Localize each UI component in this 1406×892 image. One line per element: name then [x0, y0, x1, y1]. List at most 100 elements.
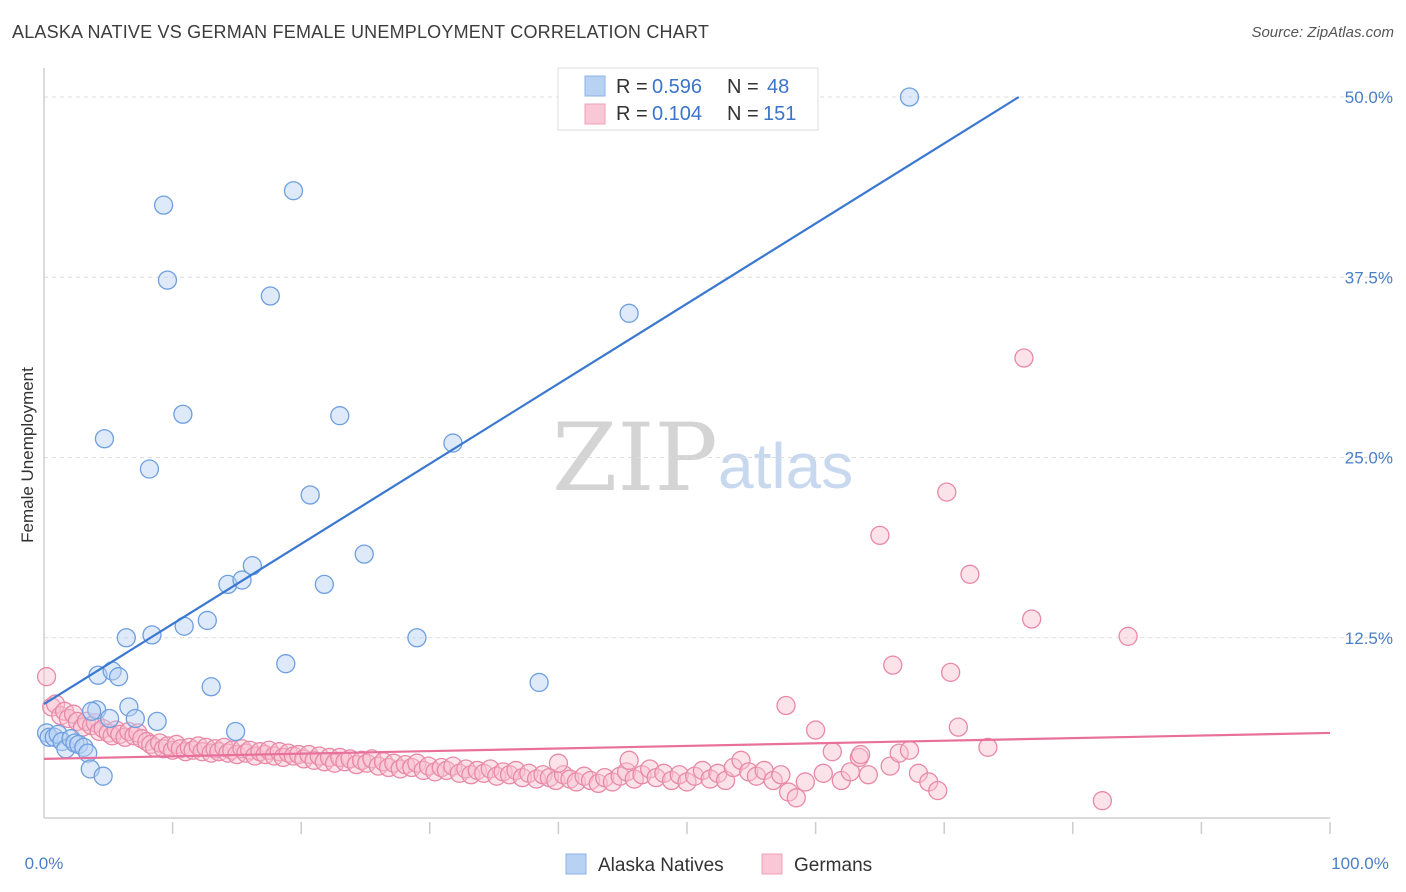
alaska-point [899, 87, 920, 107]
alaska-point [314, 574, 334, 595]
watermark-atlas: atlas [718, 430, 853, 502]
alaska-point [94, 429, 115, 449]
alaska-point [242, 556, 262, 576]
legend-n-value-alaska: 48 [767, 76, 789, 98]
y-tick-labels: 12.5% 25.0% 37.5% 50.0% [1345, 88, 1393, 648]
x-tick-label-max: 100.0% [1331, 854, 1389, 873]
germans-point [786, 788, 806, 808]
germans-point [309, 746, 329, 766]
legend-n-value-germans: 151 [763, 103, 796, 125]
germans-point [669, 765, 689, 785]
alaska-point [354, 544, 374, 564]
germans-point [978, 737, 998, 757]
legend-r-value-germans: 0.104 [652, 103, 702, 125]
alaska-point [99, 708, 120, 729]
alaska-point [78, 743, 98, 763]
legend-r-label-alaska: R = [616, 76, 648, 98]
alaska-point [147, 711, 167, 732]
germans-point [960, 564, 980, 584]
germans-point [548, 753, 569, 773]
alaska-point [81, 701, 102, 721]
germans-point [36, 667, 57, 687]
alaska-point [529, 672, 549, 693]
germans-point [1118, 626, 1138, 646]
germans-point [1092, 791, 1113, 811]
alaska-point [260, 286, 280, 306]
legend-bottom: Alaska Natives Germans [565, 853, 872, 876]
legend-n-label-germans: N = [727, 103, 759, 125]
germans-point [870, 525, 890, 546]
trend-line-alaska [43, 96, 1020, 706]
germans-point [858, 765, 878, 785]
alaska-point [157, 270, 178, 290]
germans-point [937, 482, 957, 502]
germans-point [616, 762, 637, 782]
alaska-point [330, 406, 350, 426]
germans-point [948, 717, 968, 737]
germans-point [771, 765, 791, 785]
germans-point [1014, 348, 1034, 368]
germans-point [731, 750, 751, 770]
germans-point [813, 763, 833, 783]
germans-point [883, 655, 903, 675]
alaska-point [139, 459, 160, 479]
chart-title: ALASKA NATIVE VS GERMAN FEMALE UNEMPLOYM… [12, 22, 710, 42]
y-axis-label: Female Unemployment [18, 367, 37, 543]
alaska-point [119, 697, 139, 717]
germans-point [928, 780, 948, 801]
germans-point [776, 695, 796, 716]
alaska-point [283, 181, 304, 201]
alaska-point [173, 404, 193, 424]
germans-point [1021, 609, 1042, 629]
germans-point [362, 749, 382, 769]
germans-point [850, 744, 871, 765]
legend-swatch-germans [584, 103, 606, 125]
x-tick-label-min: 0.0% [25, 854, 64, 873]
axes [43, 68, 1330, 819]
watermark-zip: ZIP [552, 404, 718, 513]
germans-point [407, 753, 427, 773]
legend-bottom-swatch-alaska [565, 853, 587, 875]
alaska-point [93, 766, 113, 786]
x-ticks [171, 822, 1331, 834]
trend-lines [43, 96, 1331, 760]
germans-point [580, 770, 601, 791]
germans-point [723, 757, 743, 778]
germans-point [795, 772, 815, 792]
legend-bottom-label-alaska: Alaska Natives [598, 855, 724, 876]
trend-line-germans [43, 731, 1331, 760]
alaska-point [276, 654, 296, 674]
y-tick-label: 25.0% [1345, 449, 1393, 468]
legend-swatch-alaska [584, 75, 606, 97]
alaska-point [407, 628, 427, 648]
germans-point [654, 763, 674, 783]
alaska-point [116, 628, 136, 648]
alaska-point [197, 610, 217, 631]
germans-point [619, 750, 639, 770]
germans-point [805, 720, 826, 740]
alaska-point [225, 721, 246, 742]
chart-source: Source: ZipAtlas.com [1251, 24, 1394, 41]
legend-n-label-alaska: N = [727, 76, 759, 98]
legend-r-label-germans: R = [616, 103, 648, 125]
series-alaska-points [36, 87, 920, 786]
legend-bottom-swatch-germans [761, 853, 783, 875]
grid-lines [44, 96, 1395, 639]
germans-point [822, 742, 842, 762]
alaska-point [125, 708, 145, 729]
germans-point [940, 662, 961, 683]
alaska-point [108, 667, 129, 687]
germans-point [899, 740, 920, 760]
alaska-point [153, 195, 174, 215]
alaska-point [201, 677, 221, 697]
germans-point [324, 753, 345, 773]
y-tick-label: 12.5% [1345, 629, 1393, 648]
legend-bottom-label-germans: Germans [794, 855, 872, 876]
y-tick-label: 37.5% [1345, 268, 1393, 287]
legend-r-value-alaska: 0.596 [652, 76, 702, 98]
legend-top: R = 0.596 N = 48 R = 0.104 N = 151 [557, 67, 819, 131]
y-tick-label: 50.0% [1345, 88, 1393, 107]
alaska-point [619, 303, 639, 323]
alaska-point [300, 485, 320, 505]
